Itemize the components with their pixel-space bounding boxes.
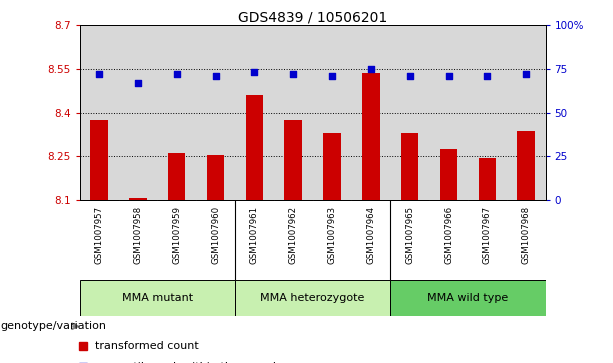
Text: GSM1007964: GSM1007964 bbox=[367, 206, 375, 264]
Point bbox=[172, 71, 181, 77]
Text: GSM1007959: GSM1007959 bbox=[172, 206, 181, 264]
Bar bbox=[235, 280, 390, 316]
Point bbox=[327, 73, 337, 79]
Text: GSM1007960: GSM1007960 bbox=[211, 206, 220, 264]
Bar bbox=[129, 198, 147, 200]
Point bbox=[94, 71, 104, 77]
Point bbox=[521, 71, 531, 77]
Text: GSM1007967: GSM1007967 bbox=[483, 206, 492, 264]
Point bbox=[444, 73, 454, 79]
Bar bbox=[362, 73, 379, 200]
Bar bbox=[323, 133, 341, 200]
Text: MMA wild type: MMA wild type bbox=[427, 293, 509, 303]
Bar bbox=[246, 95, 263, 200]
Point bbox=[133, 80, 143, 86]
Bar bbox=[401, 133, 419, 200]
Point bbox=[405, 73, 414, 79]
Bar bbox=[390, 280, 546, 316]
Text: percentile rank within the sample: percentile rank within the sample bbox=[95, 362, 283, 363]
Point bbox=[288, 71, 298, 77]
Text: GSM1007965: GSM1007965 bbox=[405, 206, 414, 264]
Bar bbox=[168, 153, 186, 200]
Point bbox=[249, 70, 259, 76]
Point bbox=[482, 73, 492, 79]
Point bbox=[366, 66, 376, 72]
Text: MMA heterozygote: MMA heterozygote bbox=[261, 293, 365, 303]
Bar bbox=[479, 158, 496, 200]
Text: MMA mutant: MMA mutant bbox=[122, 293, 193, 303]
Bar bbox=[284, 120, 302, 200]
Title: GDS4839 / 10506201: GDS4839 / 10506201 bbox=[238, 10, 387, 24]
Text: GSM1007963: GSM1007963 bbox=[327, 206, 337, 264]
Text: GSM1007962: GSM1007962 bbox=[289, 206, 298, 264]
Text: genotype/variation: genotype/variation bbox=[0, 321, 106, 331]
Text: GSM1007961: GSM1007961 bbox=[250, 206, 259, 264]
Text: GSM1007957: GSM1007957 bbox=[94, 206, 104, 264]
Text: GSM1007966: GSM1007966 bbox=[444, 206, 453, 264]
Text: GSM1007958: GSM1007958 bbox=[134, 206, 142, 264]
Text: transformed count: transformed count bbox=[95, 341, 199, 351]
Text: GSM1007968: GSM1007968 bbox=[522, 206, 531, 264]
Bar bbox=[517, 131, 535, 200]
Bar bbox=[80, 280, 235, 316]
Point bbox=[211, 73, 221, 79]
Bar bbox=[207, 155, 224, 200]
Bar bbox=[440, 149, 457, 200]
Bar bbox=[90, 120, 108, 200]
